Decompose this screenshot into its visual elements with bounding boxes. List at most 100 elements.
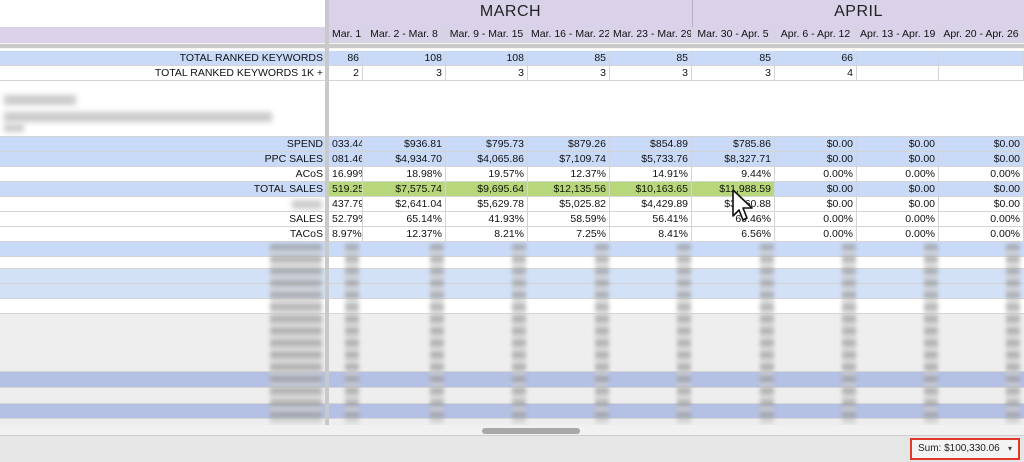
table-cell[interactable]: 3	[363, 66, 446, 81]
row-label[interactable]: TACoS	[0, 227, 325, 242]
table-cell[interactable]: $2,641.04	[363, 197, 446, 212]
row-label[interactable]: PPC SALES	[0, 152, 325, 167]
week-header[interactable]: Mar. 30 - Apr. 5	[692, 27, 775, 43]
week-header[interactable]: Mar. 23 - Mar. 29	[610, 27, 692, 43]
sum-summary-button[interactable]: Sum: $100,330.06 ▾	[910, 438, 1020, 460]
table-cell[interactable]: 3	[528, 66, 610, 81]
table-cell[interactable]: 8.21%	[446, 227, 528, 242]
table-cell[interactable]: 12.37%	[363, 227, 446, 242]
table-cell[interactable]: $795.73	[446, 137, 528, 152]
table-cell[interactable]: 12.37%	[528, 167, 610, 182]
table-cell[interactable]: 85	[528, 51, 610, 66]
table-cell[interactable]: $0.00	[939, 182, 1024, 197]
table-cell[interactable]: $879.26	[528, 137, 610, 152]
row-label[interactable]	[0, 197, 325, 212]
table-cell[interactable]: $0.00	[939, 137, 1024, 152]
frozen-column-divider[interactable]	[325, 0, 329, 435]
table-cell[interactable]: 0.00%	[857, 227, 939, 242]
table-cell[interactable]: $785.86	[692, 137, 775, 152]
table-cell[interactable]: $0.00	[939, 197, 1024, 212]
row-label[interactable]: TOTAL RANKED KEYWORDS	[0, 51, 325, 66]
selected-cell[interactable]: $7,575.74	[363, 182, 446, 197]
table-cell[interactable]: 0.00%	[939, 167, 1024, 182]
selected-cell[interactable]: $9,695.64	[446, 182, 528, 197]
week-header[interactable]: Mar. 9 - Mar. 15	[446, 27, 528, 43]
table-cell[interactable]: $5,733.76	[610, 152, 692, 167]
table-cell[interactable]: 437.79	[329, 197, 363, 212]
table-cell[interactable]: 4	[775, 66, 857, 81]
table-cell[interactable]: 3	[610, 66, 692, 81]
table-cell[interactable]: 3	[446, 66, 528, 81]
table-cell[interactable]: $8,327.71	[692, 152, 775, 167]
table-cell[interactable]: $7,109.74	[528, 152, 610, 167]
table-cell[interactable]	[939, 66, 1024, 81]
table-cell[interactable]: $0.00	[857, 137, 939, 152]
table-cell[interactable]: 033.44	[329, 137, 363, 152]
table-cell[interactable]: 0.00%	[857, 212, 939, 227]
week-header[interactable]: Mar. 2 - Mar. 8	[363, 27, 446, 43]
table-cell[interactable]: 58.59%	[528, 212, 610, 227]
selected-cell[interactable]: $12,135.56	[528, 182, 610, 197]
table-cell[interactable]: 0.00%	[775, 167, 857, 182]
table-cell[interactable]: $0.00	[857, 197, 939, 212]
table-cell[interactable]: $854.89	[610, 137, 692, 152]
table-cell[interactable]: $5,629.78	[446, 197, 528, 212]
table-cell[interactable]: 56.41%	[610, 212, 692, 227]
table-cell[interactable]: 41.93%	[446, 212, 528, 227]
table-cell[interactable]: 108	[446, 51, 528, 66]
table-cell[interactable]: 86	[329, 51, 363, 66]
table-cell[interactable]: 9.44%	[692, 167, 775, 182]
table-cell[interactable]: $4,429.89	[610, 197, 692, 212]
row-label[interactable]: SPEND	[0, 137, 325, 152]
table-cell[interactable]: 0.00%	[775, 227, 857, 242]
table-cell[interactable]: 2	[329, 66, 363, 81]
table-cell[interactable]	[857, 66, 939, 81]
selected-cell[interactable]: 519.25	[329, 182, 363, 197]
table-cell[interactable]: 0.00%	[775, 212, 857, 227]
table-cell[interactable]: 6.56%	[692, 227, 775, 242]
table-cell[interactable]: 66	[775, 51, 857, 66]
week-header[interactable]: Mar. 1	[329, 27, 363, 43]
table-cell[interactable]: 16.99%	[329, 167, 363, 182]
table-cell[interactable]: 108	[363, 51, 446, 66]
spreadsheet-grid[interactable]: MARCH APRIL Mar. 1 Mar. 2 - Mar. 8 Mar. …	[0, 0, 1024, 435]
table-cell[interactable]: $0.00	[857, 182, 939, 197]
table-cell[interactable]: 8.97%	[329, 227, 363, 242]
week-header[interactable]: Apr. 13 - Apr. 19	[857, 27, 939, 43]
table-cell[interactable]: 3	[692, 66, 775, 81]
table-cell[interactable]: 8.41%	[610, 227, 692, 242]
table-cell[interactable]: $4,934.70	[363, 152, 446, 167]
table-cell[interactable]: $0.00	[775, 197, 857, 212]
table-cell[interactable]: 0.00%	[939, 212, 1024, 227]
row-label[interactable]: SALES	[0, 212, 325, 227]
table-cell[interactable]: $0.00	[775, 137, 857, 152]
frozen-row-divider[interactable]	[0, 44, 1024, 48]
table-cell[interactable]: 65.14%	[363, 212, 446, 227]
week-header[interactable]: Apr. 20 - Apr. 26	[939, 27, 1024, 43]
table-cell[interactable]	[939, 51, 1024, 66]
table-cell[interactable]: 85	[610, 51, 692, 66]
table-cell[interactable]: $0.00	[939, 152, 1024, 167]
table-cell[interactable]: 52.79%	[329, 212, 363, 227]
table-cell[interactable]: 0.00%	[939, 227, 1024, 242]
chevron-down-icon[interactable]: ▾	[1007, 444, 1012, 453]
table-cell[interactable]: 14.91%	[610, 167, 692, 182]
table-cell[interactable]: $5,025.82	[528, 197, 610, 212]
table-cell[interactable]: $4,065.86	[446, 152, 528, 167]
table-cell[interactable]: $936.81	[363, 137, 446, 152]
table-cell[interactable]: 85	[692, 51, 775, 66]
table-cell[interactable]: $0.00	[775, 182, 857, 197]
table-cell[interactable]: $0.00	[775, 152, 857, 167]
table-cell[interactable]: 19.57%	[446, 167, 528, 182]
table-cell[interactable]: $0.00	[857, 152, 939, 167]
row-label[interactable]: TOTAL SALES	[0, 182, 325, 197]
table-cell[interactable]: 18.98%	[363, 167, 446, 182]
table-cell[interactable]: 7.25%	[528, 227, 610, 242]
row-label[interactable]: TOTAL RANKED KEYWORDS 1K +	[0, 66, 325, 81]
table-cell[interactable]	[857, 51, 939, 66]
table-cell[interactable]: 081.46	[329, 152, 363, 167]
row-label[interactable]: ACoS	[0, 167, 325, 182]
week-header[interactable]: Apr. 6 - Apr. 12	[775, 27, 857, 43]
table-cell[interactable]: 0.00%	[857, 167, 939, 182]
selected-cell[interactable]: $10,163.65	[610, 182, 692, 197]
